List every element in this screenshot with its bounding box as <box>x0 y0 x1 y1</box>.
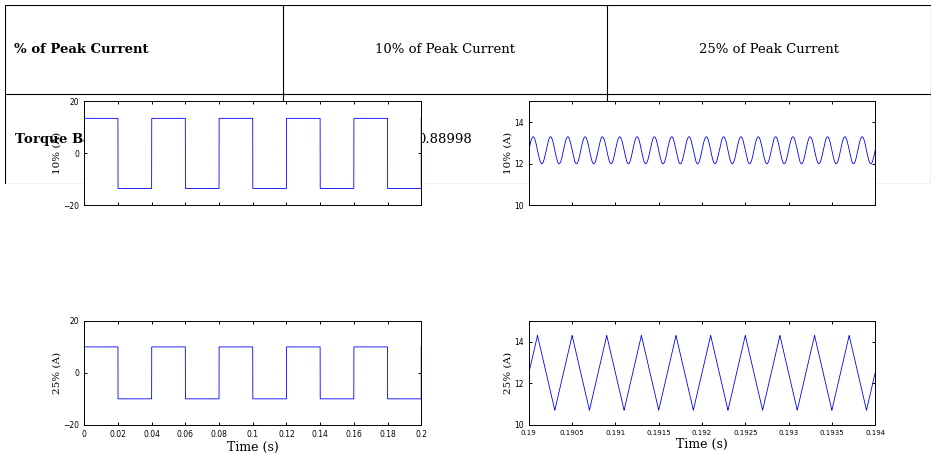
Text: 0.88998: 0.88998 <box>417 133 472 146</box>
Y-axis label: 10% (A): 10% (A) <box>53 132 62 175</box>
Text: 2.22495: 2.22495 <box>742 133 797 146</box>
Text: % of Peak Current: % of Peak Current <box>14 43 149 56</box>
X-axis label: Time (s): Time (s) <box>676 438 728 451</box>
Y-axis label: 25% (A): 25% (A) <box>53 352 62 394</box>
X-axis label: Time (s): Time (s) <box>227 441 279 455</box>
Y-axis label: 25% (A): 25% (A) <box>504 352 513 394</box>
Text: 25% of Peak Current: 25% of Peak Current <box>699 43 840 56</box>
Text: 10% of Peak Current: 10% of Peak Current <box>374 43 515 56</box>
Y-axis label: 10% (A): 10% (A) <box>504 132 513 175</box>
Text: Torque Bandwidth (HB$_\mathregular{T}$): Torque Bandwidth (HB$_\mathregular{T}$) <box>14 131 200 148</box>
